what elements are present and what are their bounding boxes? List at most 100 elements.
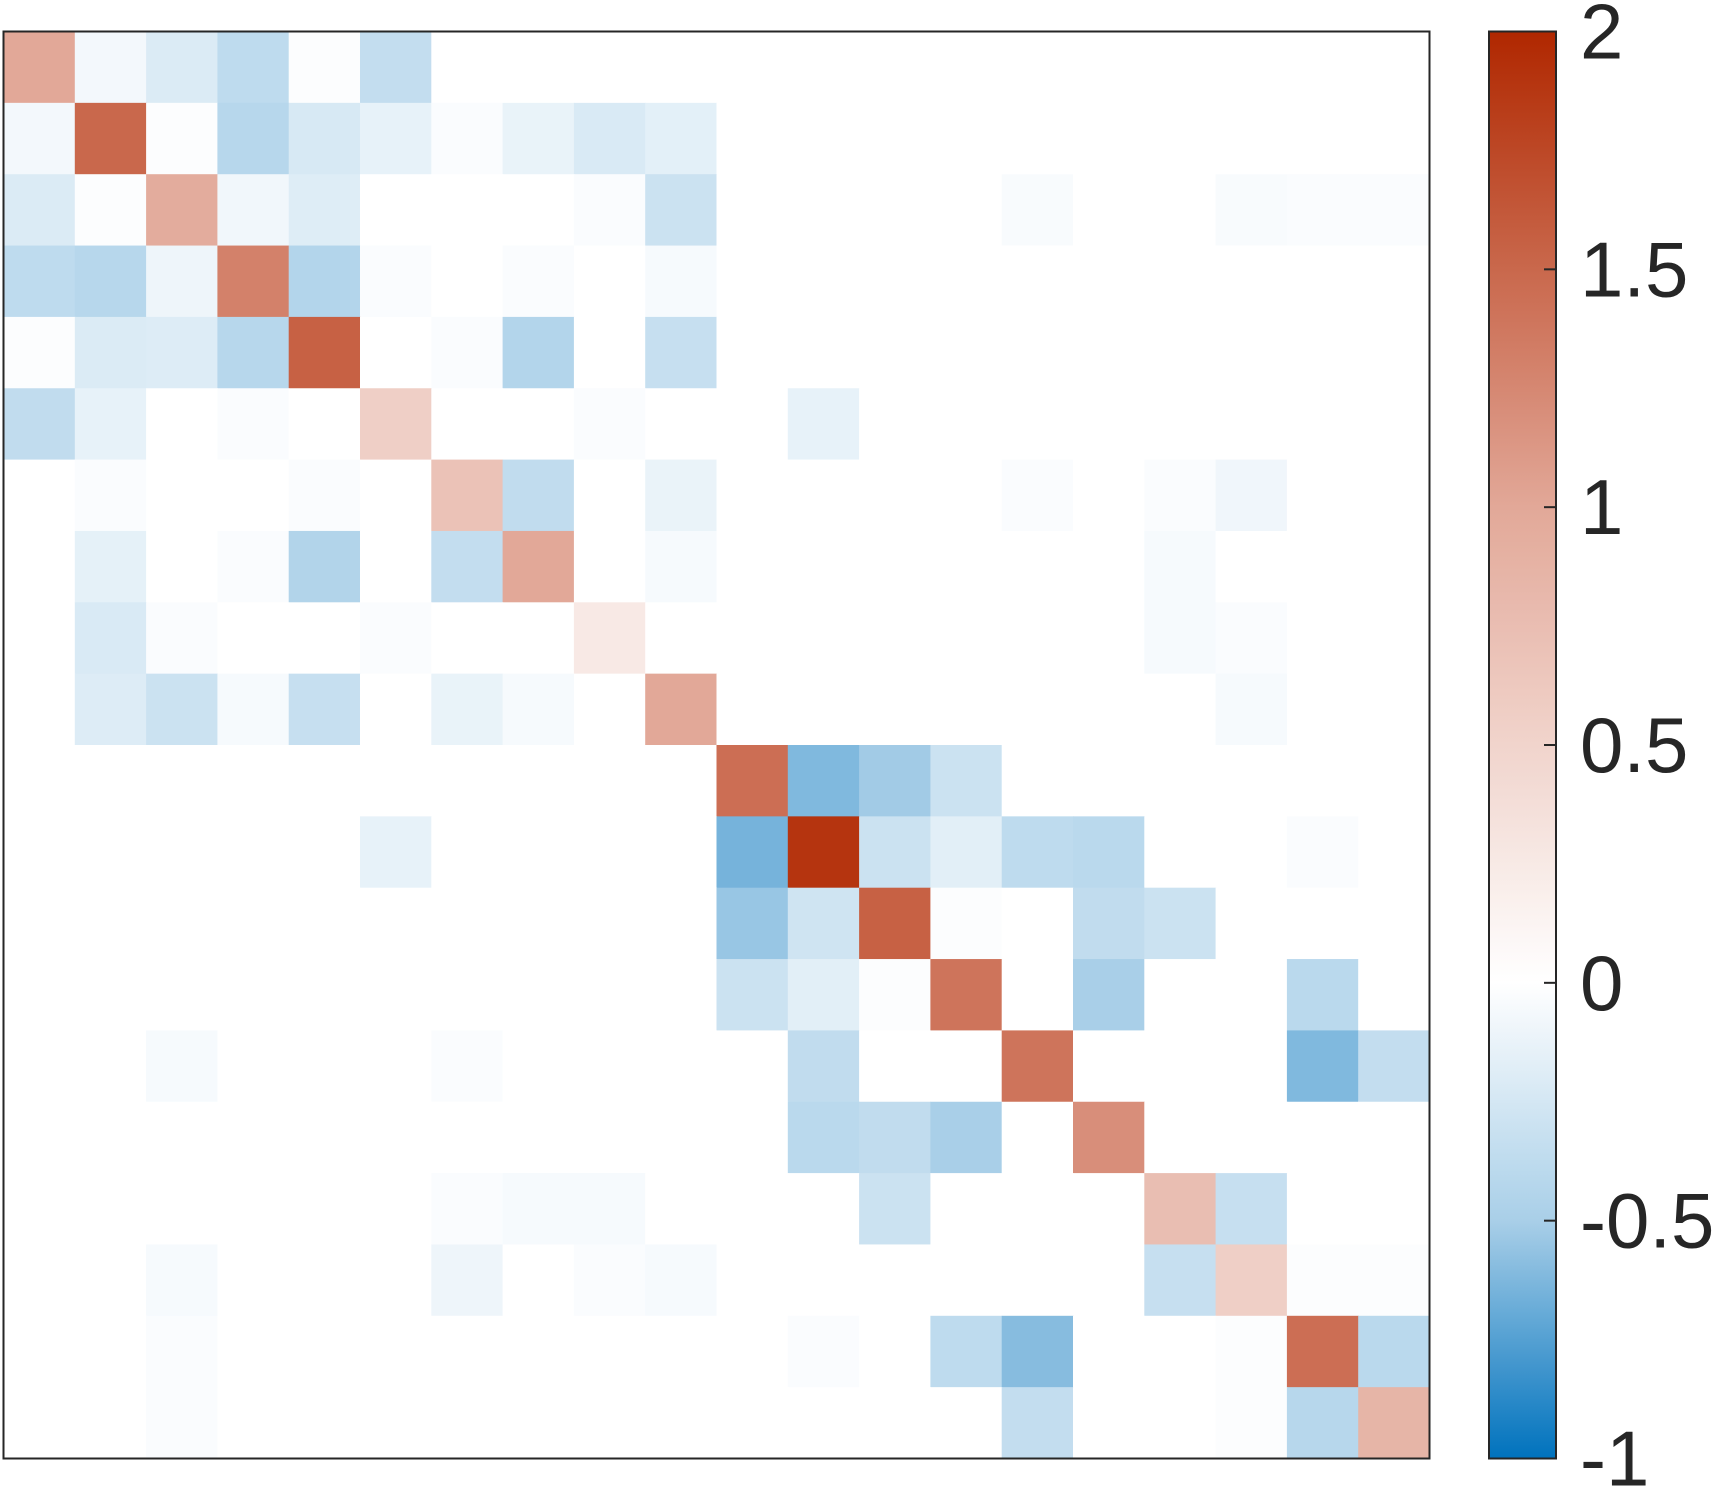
heatmap-cell-r5-c17 (1144, 316, 1217, 389)
heatmap-cell-r4-c2 (74, 245, 147, 318)
heatmap-cell-r10-c12 (787, 673, 860, 746)
heatmap-cell-r15-c18 (1215, 1030, 1288, 1103)
heatmap-cell-r4-c20 (1358, 245, 1431, 318)
heatmap-cell-r14-c20 (1358, 959, 1431, 1031)
heatmap-cell-r14-c16 (1073, 959, 1145, 1031)
heatmap-cell-r8-c12 (787, 530, 860, 603)
heatmap-cell-r4-c17 (1144, 245, 1217, 318)
heatmap-cell-r13-c6 (360, 887, 432, 960)
heatmap-cell-r16-c16 (1073, 1101, 1145, 1174)
heatmap-frame (2, 30, 1431, 1460)
heatmap-cell-r14-c5 (288, 959, 361, 1031)
heatmap-cell-r18-c1 (3, 1244, 76, 1317)
heatmap-cell-r19-c20 (1358, 1315, 1431, 1388)
heatmap-cell-r17-c19 (1286, 1173, 1359, 1246)
heatmap-cell-r2-c6 (360, 102, 432, 175)
heatmap-cell-r7-c20 (1358, 459, 1431, 532)
heatmap-cell-r17-c5 (288, 1173, 361, 1246)
heatmap-cell-r14-c17 (1144, 959, 1217, 1031)
heatmap-cell-r7-c12 (787, 459, 860, 532)
heatmap-cell-r18-c8 (502, 1244, 575, 1317)
heatmap-cell-r5-c14 (930, 316, 1003, 389)
colorbar-tick-label: 0.5 (1580, 701, 1688, 789)
heatmap-cell-r1-c19 (1286, 31, 1359, 104)
heatmap-cell-r19-c14 (930, 1315, 1003, 1388)
heatmap-cell-r6-c5 (288, 388, 361, 461)
heatmap-cell-r7-c15 (1001, 459, 1074, 532)
heatmap-cell-r12-c3 (146, 816, 218, 889)
heatmap-cell-r12-c9 (573, 816, 646, 889)
heatmap-cell-r15-c20 (1358, 1030, 1431, 1103)
heatmap-cell-r3-c7 (431, 174, 504, 247)
heatmap-cell-r1-c10 (645, 31, 718, 104)
heatmap-cell-r9-c11 (716, 602, 789, 675)
heatmap-cell-r6-c8 (502, 388, 575, 461)
heatmap-cell-r13-c7 (431, 887, 504, 960)
heatmap-cell-r13-c12 (787, 887, 860, 960)
heatmap-cell-r9-c18 (1215, 602, 1288, 675)
heatmap-cell-r3-c15 (1001, 174, 1074, 247)
heatmap-cell-r4-c4 (217, 245, 290, 318)
heatmap-cell-r15-c10 (645, 1030, 718, 1103)
heatmap-cell-r20-c6 (360, 1387, 432, 1460)
heatmap-cell-r8-c18 (1215, 530, 1288, 603)
heatmap-cell-r6-c12 (787, 388, 860, 461)
heatmap-cell-r19-c7 (431, 1315, 504, 1388)
heatmap-cell-r3-c10 (645, 174, 718, 247)
heatmap-cell-r17-c17 (1144, 1173, 1217, 1246)
heatmap-cell-r4-c16 (1073, 245, 1145, 318)
heatmap-cell-r20-c20 (1358, 1387, 1431, 1460)
heatmap-cell-r8-c14 (930, 530, 1003, 603)
heatmap-cell-r16-c3 (146, 1101, 218, 1174)
heatmap-cell-r14-c9 (573, 959, 646, 1031)
heatmap-cell-r13-c4 (217, 887, 290, 960)
heatmap-cell-r8-c3 (146, 530, 218, 603)
heatmap-cell-r5-c5 (288, 316, 361, 389)
heatmap-cell-r5-c16 (1073, 316, 1145, 389)
heatmap-cell-r6-c11 (716, 388, 789, 461)
heatmap-cell-r10-c4 (217, 673, 290, 746)
heatmap-cell-r15-c11 (716, 1030, 789, 1103)
heatmap-cell-r6-c19 (1286, 388, 1359, 461)
heatmap-cell-r19-c6 (360, 1315, 432, 1388)
heatmap-cell-r14-c2 (74, 959, 147, 1031)
heatmap-cell-r10-c9 (573, 673, 646, 746)
heatmap-cell-r3-c8 (502, 174, 575, 247)
heatmap-cell-r1-c1 (3, 31, 76, 104)
colorbar-tick-label: 1 (1580, 463, 1623, 551)
heatmap-cell-r16-c9 (573, 1101, 646, 1174)
heatmap-cell-r7-c10 (645, 459, 718, 532)
heatmap-cell-r17-c9 (573, 1173, 646, 1246)
heatmap-cell-r7-c6 (360, 459, 432, 532)
heatmap-cell-r1-c5 (288, 31, 361, 104)
heatmap-cell-r16-c18 (1215, 1101, 1288, 1174)
heatmap-cell-r6-c15 (1001, 388, 1074, 461)
heatmap-cell-r4-c12 (787, 245, 860, 318)
heatmap-cell-r12-c20 (1358, 816, 1431, 889)
heatmap-cell-r7-c17 (1144, 459, 1217, 532)
heatmap-cell-r20-c17 (1144, 1387, 1217, 1460)
heatmap-cell-r9-c7 (431, 602, 504, 675)
heatmap-cell-r16-c10 (645, 1101, 718, 1174)
heatmap-cell-r15-c13 (859, 1030, 931, 1103)
heatmap-cell-r15-c8 (502, 1030, 575, 1103)
heatmap-cell-r5-c1 (3, 316, 76, 389)
heatmap-cell-r14-c12 (787, 959, 860, 1031)
heatmap-cell-r1-c18 (1215, 31, 1288, 104)
heatmap-cell-r20-c13 (859, 1387, 931, 1460)
heatmap-cell-r19-c3 (146, 1315, 218, 1388)
heatmap-cell-r5-c12 (787, 316, 860, 389)
heatmap-cell-r1-c3 (146, 31, 218, 104)
heatmap-cell-r7-c3 (146, 459, 218, 532)
heatmap-cell-r6-c7 (431, 388, 504, 461)
heatmap-cell-r4-c14 (930, 245, 1003, 318)
heatmap-cell-r13-c19 (1286, 887, 1359, 960)
heatmap-cell-r20-c14 (930, 1387, 1003, 1460)
heatmap-cell-r8-c6 (360, 530, 432, 603)
heatmap-cell-r8-c1 (3, 530, 76, 603)
heatmap-cell-r11-c13 (859, 745, 931, 817)
heatmap-cell-r20-c10 (645, 1387, 718, 1460)
heatmap-cell-r7-c1 (3, 459, 76, 532)
heatmap-cell-r2-c8 (502, 102, 575, 175)
heatmap-cell-r5-c20 (1358, 316, 1431, 389)
